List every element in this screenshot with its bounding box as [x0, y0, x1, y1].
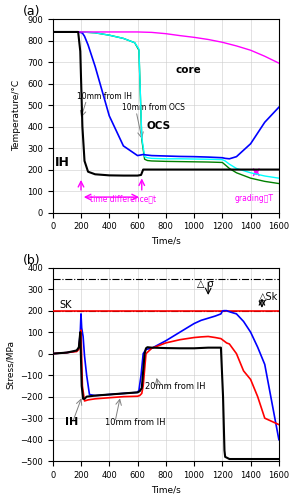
X-axis label: Time/s: Time/s	[151, 486, 181, 494]
Text: 10mm from OCS: 10mm from OCS	[122, 104, 185, 112]
Text: (a): (a)	[23, 5, 41, 18]
Text: SK: SK	[59, 300, 72, 310]
Text: (b): (b)	[23, 254, 41, 267]
Text: △Sk: △Sk	[259, 292, 278, 302]
Text: OCS: OCS	[146, 120, 170, 130]
X-axis label: Time/s: Time/s	[151, 237, 181, 246]
Text: core: core	[176, 65, 201, 75]
Text: △ σ: △ σ	[197, 279, 214, 289]
Text: IH: IH	[55, 156, 70, 168]
Text: time difference．t: time difference．t	[90, 194, 156, 203]
Text: 20mm from IH: 20mm from IH	[145, 382, 205, 391]
Y-axis label: Temperature/°C: Temperature/°C	[13, 80, 22, 152]
Text: IH: IH	[65, 416, 79, 426]
Text: grading．T: grading．T	[234, 194, 273, 203]
Text: 10mm from IH: 10mm from IH	[105, 418, 165, 426]
Y-axis label: Stress/MPa: Stress/MPa	[6, 340, 14, 389]
Text: 10mm from IH: 10mm from IH	[78, 92, 132, 100]
